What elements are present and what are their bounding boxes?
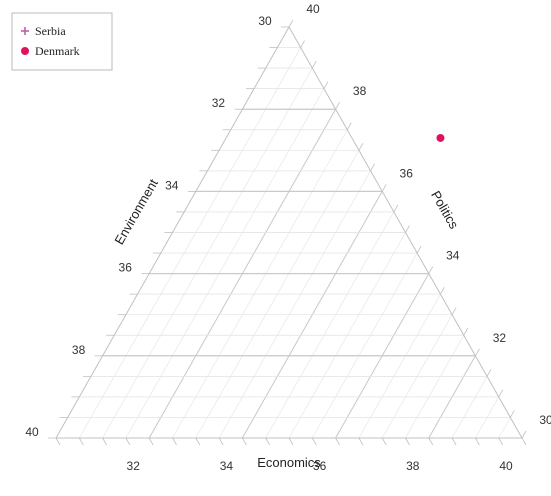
data-point-denmark <box>436 133 445 142</box>
grid-line-economics <box>358 293 441 439</box>
tick-mark-economics <box>148 437 154 446</box>
tick-mark-economics <box>381 437 387 446</box>
tick-mark-economics <box>242 437 247 446</box>
grid-lines <box>67 47 511 439</box>
tick-mark-politics <box>428 266 434 274</box>
tick-mark-politics <box>300 40 305 48</box>
tick-mark-politics <box>311 60 317 69</box>
legend: Serbia Denmark <box>11 12 113 71</box>
triangle-frame <box>48 19 527 446</box>
legend-entry-serbia: Serbia <box>21 24 66 38</box>
tick-labels: 32 34 36 38 40 30 32 34 36 38 40 30 32 34 36 38 40 <box>25 2 551 473</box>
legend-box <box>11 12 113 71</box>
grid-line-economics <box>125 88 325 439</box>
tick-label-politics: 36 <box>400 166 414 180</box>
tick-mark-economics <box>125 437 131 446</box>
tick-mark-economics <box>172 437 177 446</box>
legend-circle-icon <box>21 47 29 55</box>
legend-entry-denmark: Denmark <box>21 44 80 58</box>
tick-mark-politics <box>498 389 504 398</box>
legend-label: Serbia <box>35 24 66 38</box>
grid-line-economics <box>78 47 301 439</box>
tick-mark-politics <box>521 430 527 439</box>
grid-line-economics <box>172 129 348 439</box>
tick-mark-politics <box>358 143 364 151</box>
tick-mark-economics <box>405 437 410 446</box>
grid-line-economics <box>311 252 418 439</box>
tick-mark-economics <box>428 437 434 446</box>
tick-label-politics: 30 <box>539 413 551 427</box>
tick-mark-politics <box>393 204 399 213</box>
tick-label-environment: 36 <box>119 261 133 275</box>
axis-titles: Economics Environment Politics <box>111 176 462 470</box>
tick-mark-economics <box>358 437 364 446</box>
tick-mark-politics <box>451 307 457 315</box>
tick-mark-economics <box>335 437 340 446</box>
tick-mark-politics <box>323 81 329 89</box>
tick-mark-politics <box>370 163 375 172</box>
tick-mark-politics <box>405 225 410 233</box>
tick-mark-politics <box>288 19 294 28</box>
tick-mark-politics <box>510 410 515 418</box>
data-points <box>436 133 445 142</box>
tick-mark-economics <box>498 437 504 446</box>
tick-mark-economics <box>55 437 61 446</box>
tick-mark-politics <box>475 348 480 356</box>
tick-mark-economics <box>265 437 271 446</box>
tick-label-politics: 40 <box>306 2 320 16</box>
tick-mark-politics <box>463 328 469 336</box>
tick-label-environment: 40 <box>25 425 39 439</box>
tick-label-environment: 32 <box>212 96 226 110</box>
grid-line-economics <box>405 335 465 439</box>
tick-mark-economics <box>102 437 107 446</box>
tick-mark-economics <box>195 437 201 446</box>
tick-mark-economics <box>218 437 224 446</box>
axis-title-politics: Politics <box>428 188 462 232</box>
axis-title-economics: Economics <box>257 455 321 470</box>
tick-label-economics: 40 <box>499 459 513 473</box>
tick-mark-politics <box>416 245 422 254</box>
tick-mark-economics <box>475 437 480 446</box>
grid-line-economics <box>218 170 371 439</box>
tick-mark-economics <box>451 437 457 446</box>
tick-label-economics: 32 <box>127 459 141 473</box>
tick-mark-economics <box>288 437 294 446</box>
tick-label-economics: 38 <box>406 459 420 473</box>
legend-label: Denmark <box>35 44 80 58</box>
tick-mark-economics <box>78 437 84 446</box>
tick-label-politics: 38 <box>353 84 367 98</box>
tick-mark-economics <box>521 437 527 446</box>
tick-mark-politics <box>346 122 352 130</box>
tick-label-economics: 34 <box>220 459 234 473</box>
tick-label-environment: 38 <box>72 343 86 357</box>
tick-mark-politics <box>381 184 387 192</box>
grid-line-economics <box>451 376 488 439</box>
tick-label-politics: 32 <box>493 331 507 345</box>
grid-line-economics <box>265 211 395 439</box>
axis-title-environment: Environment <box>111 176 161 247</box>
grid-line-economics <box>498 417 511 439</box>
tick-mark-politics <box>335 102 340 110</box>
tick-mark-economics <box>311 437 317 446</box>
tick-label-environment: 34 <box>165 178 179 192</box>
tick-mark-politics <box>486 369 492 377</box>
tick-label-environment: 30 <box>258 14 272 28</box>
tick-label-politics: 34 <box>446 249 460 263</box>
tick-mark-politics <box>440 286 445 295</box>
tick-label-economics: 36 <box>313 459 327 473</box>
